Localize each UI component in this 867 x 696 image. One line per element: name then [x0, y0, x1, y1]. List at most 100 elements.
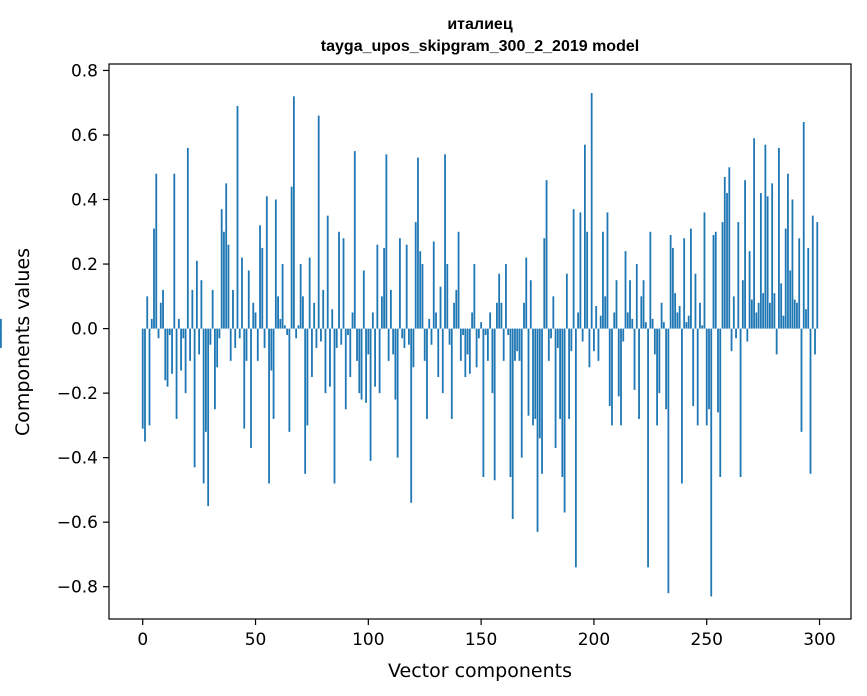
bar — [705, 328, 708, 426]
bar — [209, 328, 212, 345]
bar — [739, 328, 742, 478]
bar — [484, 328, 487, 336]
bar — [694, 273, 697, 329]
bar — [243, 328, 246, 429]
bar — [606, 212, 609, 329]
bar — [536, 328, 539, 532]
bar — [755, 312, 758, 329]
bar — [344, 328, 347, 410]
bar — [644, 322, 647, 329]
bar — [635, 264, 638, 329]
bar — [326, 215, 329, 329]
bar — [491, 328, 494, 394]
bar — [232, 289, 234, 329]
y-tick-label: −0.4 — [57, 449, 98, 469]
bar — [699, 302, 701, 329]
bar — [568, 328, 571, 419]
bar — [241, 257, 243, 329]
bar — [214, 328, 216, 410]
bar — [685, 322, 688, 329]
bar — [545, 180, 548, 329]
bar — [796, 302, 798, 329]
bar — [177, 318, 180, 329]
bar — [773, 293, 776, 329]
bar — [714, 231, 717, 329]
bar — [550, 328, 552, 339]
bar — [574, 328, 577, 568]
bar — [597, 328, 600, 361]
bar — [516, 328, 519, 352]
bar — [265, 196, 268, 329]
bar — [441, 328, 444, 394]
bar — [351, 312, 354, 329]
bar — [509, 328, 512, 478]
bar — [730, 328, 733, 352]
bar — [667, 328, 670, 594]
bar — [385, 154, 388, 329]
bar — [412, 328, 415, 368]
bar — [798, 238, 801, 329]
y-tick-label: 0.8 — [71, 61, 98, 81]
bar — [757, 302, 760, 329]
bar — [435, 312, 437, 329]
bar — [175, 328, 178, 419]
bar-series — [0, 93, 819, 597]
bar — [322, 289, 325, 329]
bar — [189, 328, 191, 361]
bar — [455, 289, 458, 329]
bar — [611, 328, 613, 426]
bar — [281, 264, 284, 329]
bar — [617, 328, 620, 397]
bar — [146, 296, 149, 329]
bar — [723, 176, 726, 329]
chart-title: италиец — [447, 16, 512, 33]
bar — [261, 247, 264, 329]
bar — [766, 196, 769, 329]
bar — [660, 302, 663, 329]
bar — [586, 231, 589, 329]
bar — [748, 251, 751, 329]
bar — [259, 225, 261, 329]
bar — [432, 241, 435, 329]
bar — [676, 312, 679, 329]
bar — [394, 328, 397, 400]
y-tick-label: 0.2 — [71, 255, 98, 275]
bar — [489, 312, 492, 329]
bar — [624, 251, 627, 329]
bar — [223, 231, 225, 329]
bar — [277, 296, 279, 329]
y-axis-ticks: −0.8 −0.6 −0.4 −0.2 0.0 0.2 0.4 0.6 0.8 — [57, 61, 109, 598]
bar — [270, 328, 273, 371]
bar — [626, 312, 629, 329]
bar — [268, 328, 270, 484]
bar — [234, 328, 237, 348]
bar — [444, 154, 446, 329]
bar — [805, 309, 807, 329]
bar — [347, 328, 349, 336]
bar — [340, 328, 343, 345]
bar — [462, 328, 464, 336]
bar — [419, 251, 422, 329]
bar — [629, 280, 631, 329]
x-axis-ticks: 0 50 100 150 200 250 300 — [137, 619, 836, 650]
bar — [283, 325, 286, 329]
bar — [814, 328, 816, 355]
bar — [392, 328, 395, 355]
bar — [633, 328, 636, 390]
bar — [683, 238, 686, 329]
bar — [638, 328, 640, 419]
bar — [613, 312, 616, 329]
bar — [191, 289, 194, 329]
bar — [482, 328, 485, 478]
y-axis-label: Components values — [12, 248, 34, 436]
bar — [256, 328, 259, 361]
bar — [426, 328, 428, 419]
bar — [292, 96, 295, 329]
bar — [450, 328, 453, 419]
bar — [448, 328, 451, 345]
bar — [498, 273, 501, 329]
bar — [207, 328, 210, 507]
bar — [299, 264, 302, 329]
bar — [252, 302, 255, 329]
